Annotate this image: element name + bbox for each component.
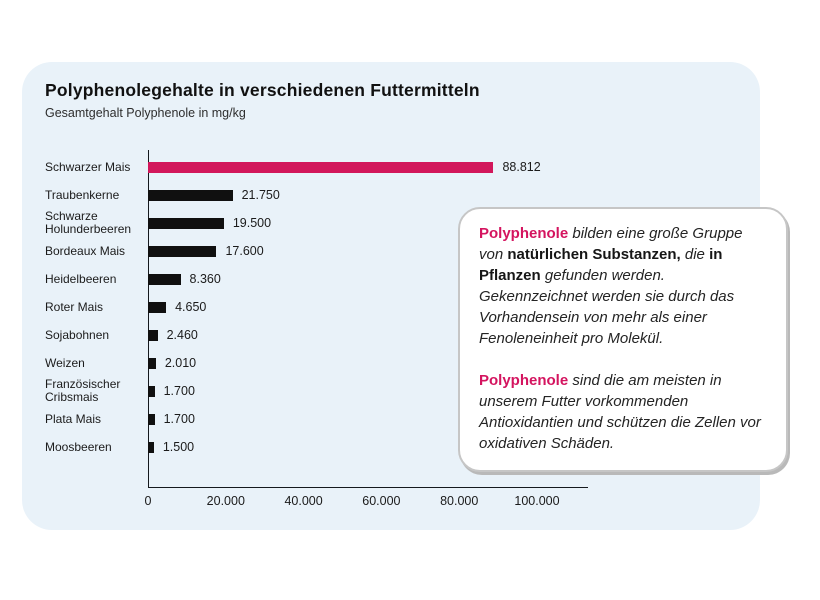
value-label: 88.812	[502, 160, 541, 174]
chart-row: Heidelbeeren 8.360	[45, 265, 645, 293]
info-box: Polyphenole bilden eine große Gruppe von…	[458, 207, 788, 472]
chart-subtitle: Gesamtgehalt Polyphenole in mg/kg	[45, 106, 246, 120]
info-text: gefunden werden. Gekennzeichnet werden s…	[479, 267, 735, 347]
brand-keyword: Polyphenole	[479, 225, 569, 242]
brand-keyword: Polyphenole	[479, 372, 569, 389]
bar	[148, 217, 224, 229]
value-label: 21.750	[241, 188, 280, 202]
info-text: in Pflanzen	[479, 246, 723, 284]
value-label: 4.650	[175, 300, 207, 314]
chart-row: Weizen 2.010	[45, 349, 645, 377]
value-label: 17.600	[225, 244, 264, 258]
bar	[148, 413, 155, 425]
info-text: bilden eine große Gruppe von	[479, 225, 743, 263]
bar	[148, 161, 494, 173]
x-tick-label: 20.000	[206, 494, 245, 508]
bar	[148, 385, 155, 397]
x-tick-label: 40.000	[284, 494, 323, 508]
category-label: Schwarze Holunderbeeren	[45, 209, 132, 236]
chart-row: Traubenkerne 21.750	[45, 181, 645, 209]
value-label: 19.500	[232, 216, 272, 230]
chart-row: Bordeaux Mais 17.600	[45, 237, 645, 265]
chart-row: Plata Mais 1.700	[45, 405, 645, 433]
bar	[148, 189, 233, 201]
chart-row: Schwarzer Mais 88.812	[45, 153, 645, 181]
category-label: Traubenkerne	[45, 187, 120, 202]
chart-row: Schwarze Holunderbeeren 19.500	[45, 209, 645, 237]
category-label: Heidelbeeren	[45, 271, 117, 286]
category-label: Plata Mais	[45, 411, 102, 426]
bar	[148, 441, 154, 453]
info-paragraph: Polyphenole bilden eine große Gruppe von…	[479, 223, 767, 349]
chart-row: Sojabohnen 2.460	[45, 321, 645, 349]
chart-rows: Schwarzer Mais 88.812 Traubenkerne 21.750 Sc…	[45, 153, 645, 461]
category-label: Französischer Cribsmais	[45, 377, 121, 404]
info-text: die	[680, 246, 710, 263]
bar	[148, 245, 217, 257]
value-label: 8.360	[189, 272, 221, 286]
chart-title: Polyphenolegehalte in verschiedenen Futt…	[45, 80, 480, 100]
value-label: 1.500	[162, 440, 195, 454]
chart-row: Französischer Cribsmais 1.700	[45, 377, 645, 405]
y-axis-line	[148, 150, 149, 487]
info-text: natürlichen Substanzen,	[507, 246, 681, 263]
chart-row: Moosbeeren 1.500	[45, 433, 645, 461]
category-label: Schwarzer Mais	[45, 159, 131, 174]
category-label: Bordeaux Mais	[45, 243, 126, 258]
info-text: sind die am meisten in unserem Futter vo…	[479, 372, 761, 452]
value-label: 1.700	[163, 384, 195, 398]
value-label: 2.010	[164, 356, 197, 370]
chart-row: Roter Mais 4.650	[45, 293, 645, 321]
value-label: 2.460	[166, 328, 198, 342]
x-axis-line	[148, 487, 588, 488]
bar	[148, 273, 181, 285]
x-axis-ticks: 0 20.000 40.000 60.000 80.000 100.000	[144, 494, 560, 514]
bar	[148, 329, 158, 341]
category-label: Roter Mais	[45, 299, 104, 314]
value-label: 1.700	[163, 412, 195, 426]
x-tick-label: 100.000	[514, 494, 560, 508]
category-label: Weizen	[45, 355, 85, 370]
info-paragraph: Polyphenole sind die am meisten in unser…	[479, 370, 767, 454]
category-label: Moosbeeren	[45, 439, 112, 454]
bar	[148, 357, 156, 369]
bar-chart: Schwarzer Mais 88.812 Traubenkerne 21.750 Sc…	[45, 150, 645, 520]
x-tick-label: 0	[144, 494, 152, 508]
x-tick-label: 80.000	[440, 494, 479, 508]
bar	[148, 301, 167, 313]
category-label: Sojabohnen	[45, 327, 110, 342]
x-tick-label: 60.000	[362, 494, 401, 508]
